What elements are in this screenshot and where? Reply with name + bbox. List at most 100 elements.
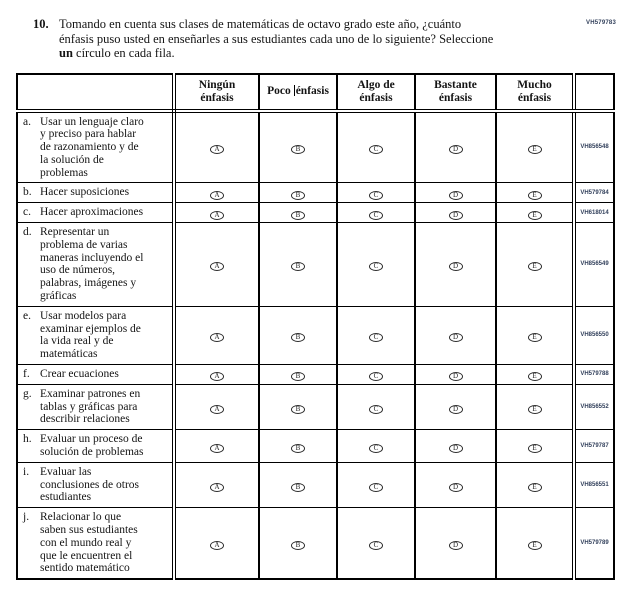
answer-bubble[interactable]: C — [369, 333, 383, 343]
table-row: f. Crear ecuaciones A B C D E VH579788 — [16, 364, 615, 385]
option-cell-poco: B — [258, 383, 338, 431]
option-cell-mucho: E — [495, 109, 575, 184]
option-cell-mucho: E — [495, 364, 575, 385]
answer-bubble[interactable]: A — [210, 333, 224, 343]
row-text: Usar un lenguaje claro y preciso para ha… — [40, 115, 144, 179]
row-label-cell: i. Evaluar las conclusiones de otros est… — [16, 461, 176, 509]
answer-bubble[interactable]: D — [448, 333, 463, 343]
answer-bubble[interactable]: E — [527, 333, 542, 343]
row-letter: h. — [23, 433, 32, 446]
answer-bubble[interactable]: B — [291, 541, 305, 551]
answer-bubble[interactable]: A — [210, 405, 224, 415]
question-text: Tomando en cuenta sus clases de matemáti… — [59, 17, 539, 61]
answer-bubble[interactable]: E — [527, 190, 542, 200]
table-row: i. Evaluar las conclusiones de otros est… — [16, 461, 615, 509]
answer-bubble[interactable]: A — [210, 444, 224, 454]
question-block: 10. Tomando en cuenta sus clases de mate… — [33, 17, 593, 61]
answer-bubble[interactable]: D — [448, 444, 463, 454]
answer-bubble[interactable]: B — [291, 372, 305, 382]
answer-bubble[interactable]: C — [369, 210, 383, 220]
answer-bubble[interactable]: E — [527, 405, 542, 415]
row-letter: i. — [23, 465, 30, 478]
answer-bubble[interactable]: E — [527, 262, 542, 272]
option-cell-poco: B — [258, 305, 338, 366]
answer-bubble[interactable]: A — [210, 483, 224, 493]
answer-bubble[interactable]: C — [369, 405, 383, 415]
option-cell-bastante: D — [414, 202, 497, 224]
row-text: Relacionar lo que saben sus estudiantes … — [40, 511, 138, 575]
header-algo-de-enfasis: Algo de énfasis — [336, 73, 416, 113]
row-label-cell: j. Relacionar lo que saben sus estudiant… — [16, 507, 176, 580]
answer-bubble[interactable]: A — [210, 262, 224, 272]
text-cursor — [293, 85, 295, 96]
answer-bubble[interactable]: C — [369, 372, 383, 382]
answer-bubble[interactable]: B — [291, 333, 305, 343]
answer-bubble[interactable]: B — [291, 483, 305, 493]
option-cell-bastante: D — [414, 182, 497, 204]
header-bastante-enfasis: Bastante énfasis — [414, 73, 497, 113]
answer-bubble[interactable]: B — [291, 190, 305, 200]
answer-bubble[interactable]: B — [291, 444, 305, 454]
row-text: Crear ecuaciones — [40, 368, 119, 381]
option-cell-mucho: E — [495, 202, 575, 224]
answer-bubble[interactable]: D — [448, 190, 463, 200]
answer-bubble[interactable]: A — [210, 210, 224, 220]
option-cell-bastante: D — [414, 305, 497, 366]
row-code: VH579787 — [572, 429, 615, 463]
question-text-after: círculo en cada fila. — [72, 46, 175, 60]
row-letter: g. — [23, 387, 32, 400]
answer-bubble[interactable]: D — [448, 262, 463, 272]
answer-bubble[interactable]: D — [448, 483, 463, 493]
page-code: VH579783 — [586, 20, 616, 26]
option-cell-mucho: E — [495, 305, 575, 366]
header-poco-enfasis: Poco énfasis — [258, 73, 338, 113]
answer-bubble[interactable]: B — [291, 210, 305, 220]
row-label-cell: a. Usar un lenguaje claro y preciso para… — [16, 109, 176, 184]
answer-bubble[interactable]: B — [291, 405, 305, 415]
table-row: j. Relacionar lo que saben sus estudiant… — [16, 507, 615, 580]
option-cell-mucho: E — [495, 182, 575, 204]
answer-bubble[interactable]: A — [210, 372, 224, 382]
answer-bubble[interactable]: D — [448, 145, 463, 155]
answer-bubble[interactable]: A — [210, 190, 224, 200]
answer-bubble[interactable]: C — [369, 190, 383, 200]
answer-bubble[interactable]: E — [527, 210, 542, 220]
answer-bubble[interactable]: E — [527, 145, 542, 155]
answer-bubble[interactable]: C — [369, 541, 383, 551]
answer-bubble[interactable]: D — [448, 405, 463, 415]
answer-bubble[interactable]: D — [448, 541, 463, 551]
answer-bubble[interactable]: C — [369, 262, 383, 272]
option-cell-ningun: A — [173, 429, 260, 463]
answer-bubble[interactable]: E — [527, 483, 542, 493]
option-cell-mucho: E — [495, 383, 575, 431]
header-mucho-enfasis: Mucho énfasis — [495, 73, 575, 113]
question-number: 10. — [33, 17, 49, 31]
row-text: Usar modelos para examinar ejemplos de l… — [40, 309, 141, 361]
row-code: VH856548 — [572, 109, 615, 184]
option-cell-poco: B — [258, 507, 338, 580]
answer-bubble[interactable]: A — [210, 541, 224, 551]
table-row: h. Evaluar un proceso de solución de pro… — [16, 429, 615, 463]
answer-bubble[interactable]: C — [369, 444, 383, 454]
answer-bubble[interactable]: C — [369, 483, 383, 493]
answer-bubble[interactable]: E — [527, 541, 542, 551]
row-code: VH579784 — [572, 182, 615, 204]
option-cell-algo: C — [336, 305, 416, 366]
answer-bubble[interactable]: A — [210, 145, 224, 155]
answer-bubble[interactable]: C — [369, 145, 383, 155]
option-cell-mucho: E — [495, 461, 575, 509]
answer-bubble[interactable]: E — [527, 444, 542, 454]
answer-bubble[interactable]: E — [527, 372, 542, 382]
option-cell-poco: B — [258, 109, 338, 184]
row-label-cell: e. Usar modelos para examinar ejemplos d… — [16, 305, 176, 366]
answer-bubble[interactable]: B — [291, 145, 305, 155]
row-letter: e. — [23, 309, 31, 322]
answer-bubble[interactable]: B — [291, 262, 305, 272]
row-label-cell: c. Hacer aproximaciones — [16, 202, 176, 224]
option-cell-algo: C — [336, 429, 416, 463]
answer-bubble[interactable]: D — [448, 210, 463, 220]
option-cell-algo: C — [336, 202, 416, 224]
row-letter: c. — [23, 206, 31, 219]
answer-bubble[interactable]: D — [448, 372, 463, 382]
row-text: Hacer suposiciones — [40, 186, 130, 199]
